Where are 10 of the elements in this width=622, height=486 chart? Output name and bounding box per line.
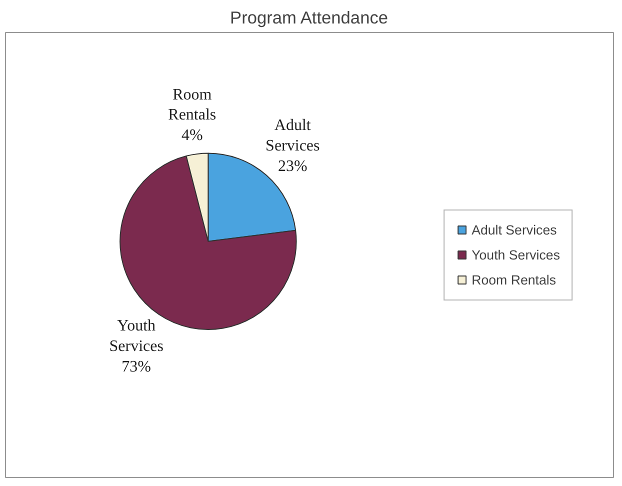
data-label: 23% (278, 158, 308, 175)
legend-label: Youth Services (472, 247, 560, 262)
slice-label: Room Rentals (168, 86, 216, 124)
legend-label: Adult Services (472, 222, 557, 237)
slice-label: Adult Services (266, 117, 320, 155)
legend-label: Room Rentals (472, 272, 556, 287)
slice-label: Youth Services (109, 318, 164, 356)
data-label: 4% (181, 127, 203, 144)
data-label: 73% (122, 358, 152, 376)
chart-title: Program Attendance (230, 8, 388, 28)
